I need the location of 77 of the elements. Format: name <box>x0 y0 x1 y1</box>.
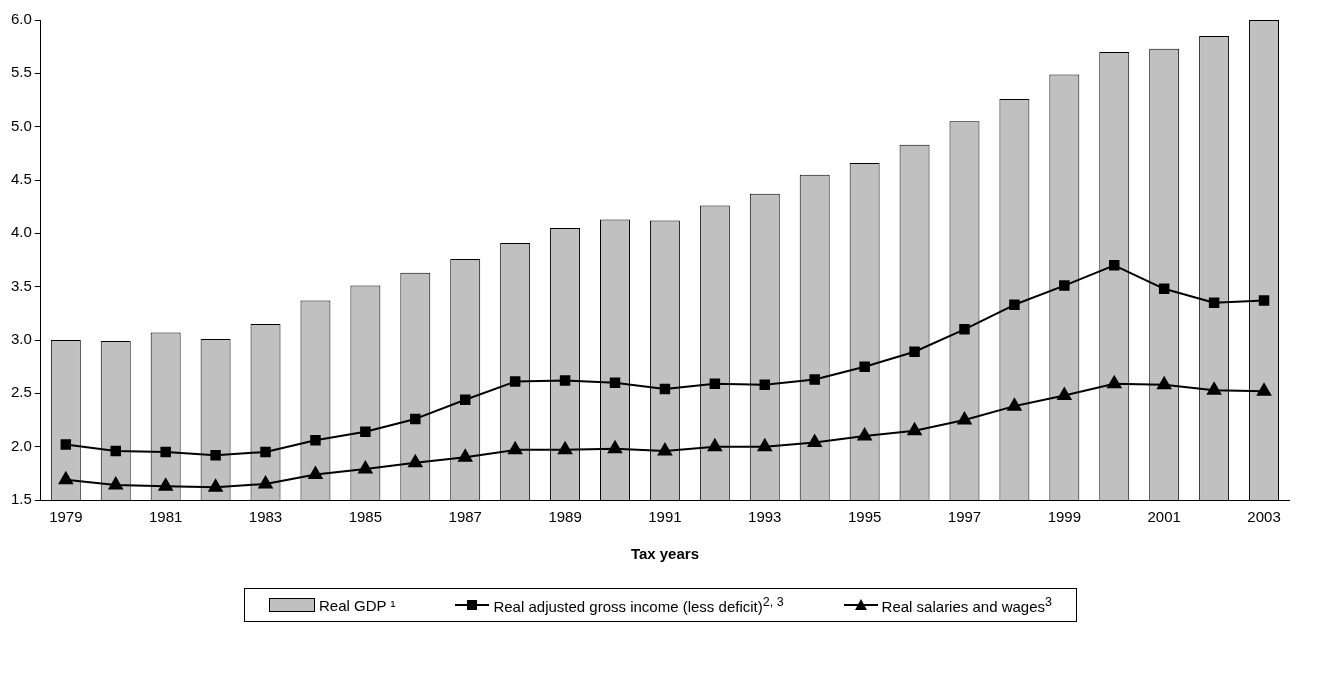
point <box>1109 260 1120 271</box>
point <box>358 461 373 474</box>
y-tick-label: 2.0 <box>10 436 32 454</box>
point <box>1256 383 1272 396</box>
x-tick-label: 1983 <box>248 508 283 526</box>
point <box>260 446 271 458</box>
y-tick-label: 1.5 <box>10 490 32 508</box>
point <box>957 412 972 425</box>
point <box>1157 376 1172 390</box>
y-tick-label: 3.0 <box>10 330 32 348</box>
point <box>1258 295 1270 306</box>
point <box>60 439 72 450</box>
point <box>459 394 471 405</box>
point <box>360 426 371 437</box>
x-tick-label: 1993 <box>748 508 782 526</box>
point <box>410 413 421 425</box>
point <box>1107 375 1122 389</box>
point <box>108 477 123 490</box>
point <box>909 346 920 357</box>
legend-label: Real adjusted gross income (less deficit)$^{2, 3}$ <box>493 595 784 615</box>
point <box>258 476 273 489</box>
y-tick-label: 5.0 <box>10 116 32 134</box>
point <box>709 378 721 389</box>
y-tick-label: 6.0 <box>10 10 32 28</box>
x-tick-label: 1989 <box>548 508 582 526</box>
point <box>609 377 621 388</box>
point <box>458 449 473 462</box>
legend-label: Real GDP ¹ <box>319 596 396 614</box>
point <box>509 376 521 387</box>
point <box>859 361 870 372</box>
point <box>508 441 523 455</box>
point <box>408 454 423 468</box>
x-tick-label: 1985 <box>348 508 383 526</box>
point <box>757 438 772 452</box>
point <box>1208 297 1220 308</box>
y-tick-label: 4.5 <box>10 170 32 188</box>
x-tick-label: 1991 <box>648 508 682 526</box>
point <box>1059 280 1070 291</box>
point <box>208 479 223 492</box>
point <box>807 434 822 447</box>
point <box>110 445 121 457</box>
x-tick-label: 1999 <box>1047 508 1082 526</box>
point <box>1009 299 1020 311</box>
point <box>707 438 722 452</box>
y-tick-label: 2.5 <box>10 383 32 401</box>
legend-label: Real salaries and wages$^{3}$ <box>881 595 1052 615</box>
point <box>1007 398 1022 411</box>
point <box>160 446 171 458</box>
y-tick-label: 4.0 <box>10 223 32 241</box>
point <box>310 435 321 446</box>
x-tick-label: 1995 <box>847 508 882 526</box>
point <box>210 449 221 461</box>
x-tick-label: 2003 <box>1247 508 1281 526</box>
point <box>1158 283 1170 295</box>
point <box>657 442 672 456</box>
x-tick-label: 1979 <box>49 508 83 526</box>
point <box>857 428 872 441</box>
point <box>1057 387 1072 400</box>
point <box>308 466 323 479</box>
x-tick-label: 1987 <box>448 508 482 526</box>
point <box>759 379 771 391</box>
y-tick-label: 5.5 <box>10 63 32 81</box>
point <box>607 440 623 454</box>
point <box>659 383 671 395</box>
point <box>1207 382 1222 395</box>
x-tick-label: 2001 <box>1147 508 1181 526</box>
point <box>959 324 970 335</box>
point <box>809 374 820 385</box>
point <box>158 478 173 491</box>
point <box>58 471 73 485</box>
x-tick-label: 1981 <box>148 508 183 526</box>
point <box>907 422 922 436</box>
point <box>559 375 571 386</box>
x-axis-title: Tax years <box>630 545 699 563</box>
point <box>558 441 573 455</box>
x-tick-label: 1997 <box>947 508 982 526</box>
y-tick-label: 3.5 <box>10 276 32 294</box>
